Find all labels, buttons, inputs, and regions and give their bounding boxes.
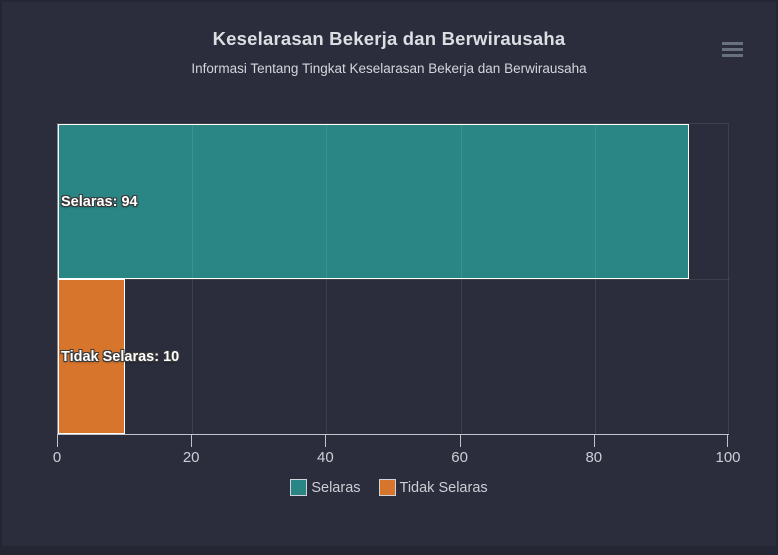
axis-tick-label: 60 — [451, 449, 468, 466]
axis-tick-label: 40 — [317, 449, 334, 466]
menu-line — [721, 53, 743, 57]
bar-label-tidak-selaras: Tidak Selaras: 10 — [61, 348, 180, 365]
legend-swatch-tidak-selaras — [378, 479, 396, 496]
legend-item-tidak-selaras[interactable]: Tidak Selaras — [378, 479, 488, 496]
menu-line — [721, 41, 743, 45]
x-axis-labels: 0 20 40 60 80 100 — [53, 449, 741, 467]
vertical-gridline-20 — [192, 124, 194, 434]
axis-tick-label: 100 — [715, 449, 741, 466]
axis-tick — [459, 434, 461, 447]
legend-label-tidak-selaras: Tidak Selaras — [399, 479, 488, 496]
menu-line — [721, 47, 743, 51]
vertical-gridline-80 — [594, 124, 596, 434]
hamburger-menu-icon[interactable] — [716, 35, 748, 63]
bar-tidak-selaras[interactable] — [58, 279, 126, 434]
axis-tick — [57, 434, 58, 447]
legend-label-selaras: Selaras — [311, 479, 361, 496]
axis-tick — [593, 434, 595, 447]
axis-tick-label: 20 — [182, 449, 200, 466]
plot-area: Selaras: 94 Tidak Selaras: 10 — [57, 123, 729, 435]
axis-tick-label: 80 — [585, 449, 603, 466]
bar-row-selaras: Selaras: 94 — [58, 124, 729, 279]
axis-tick-label: 0 — [52, 449, 62, 466]
legend-swatch-selaras — [290, 479, 308, 496]
vertical-gridline-60 — [460, 124, 462, 434]
legend-item-selaras[interactable]: Selaras — [290, 479, 361, 496]
vertical-gridline-40 — [326, 124, 328, 434]
bar-row-tidak-selaras: Tidak Selaras: 10 — [58, 279, 729, 434]
axis-tick — [325, 434, 327, 447]
x-axis-ticks — [57, 434, 728, 447]
legend: Selaras Tidak Selaras — [0, 479, 778, 496]
chart-title: Keselarasan Bekerja dan Berwirausaha — [212, 28, 566, 49]
horizontal-gridline — [58, 279, 729, 280]
chart-subtitle: Informasi Tentang Tingkat Keselarasan Be… — [191, 61, 587, 76]
axis-tick — [727, 434, 728, 447]
axis-tick — [191, 434, 193, 447]
bar-selaras[interactable] — [58, 124, 689, 279]
bar-label-selaras: Selaras: 94 — [61, 193, 138, 210]
vertical-gridline-100 — [728, 124, 729, 434]
